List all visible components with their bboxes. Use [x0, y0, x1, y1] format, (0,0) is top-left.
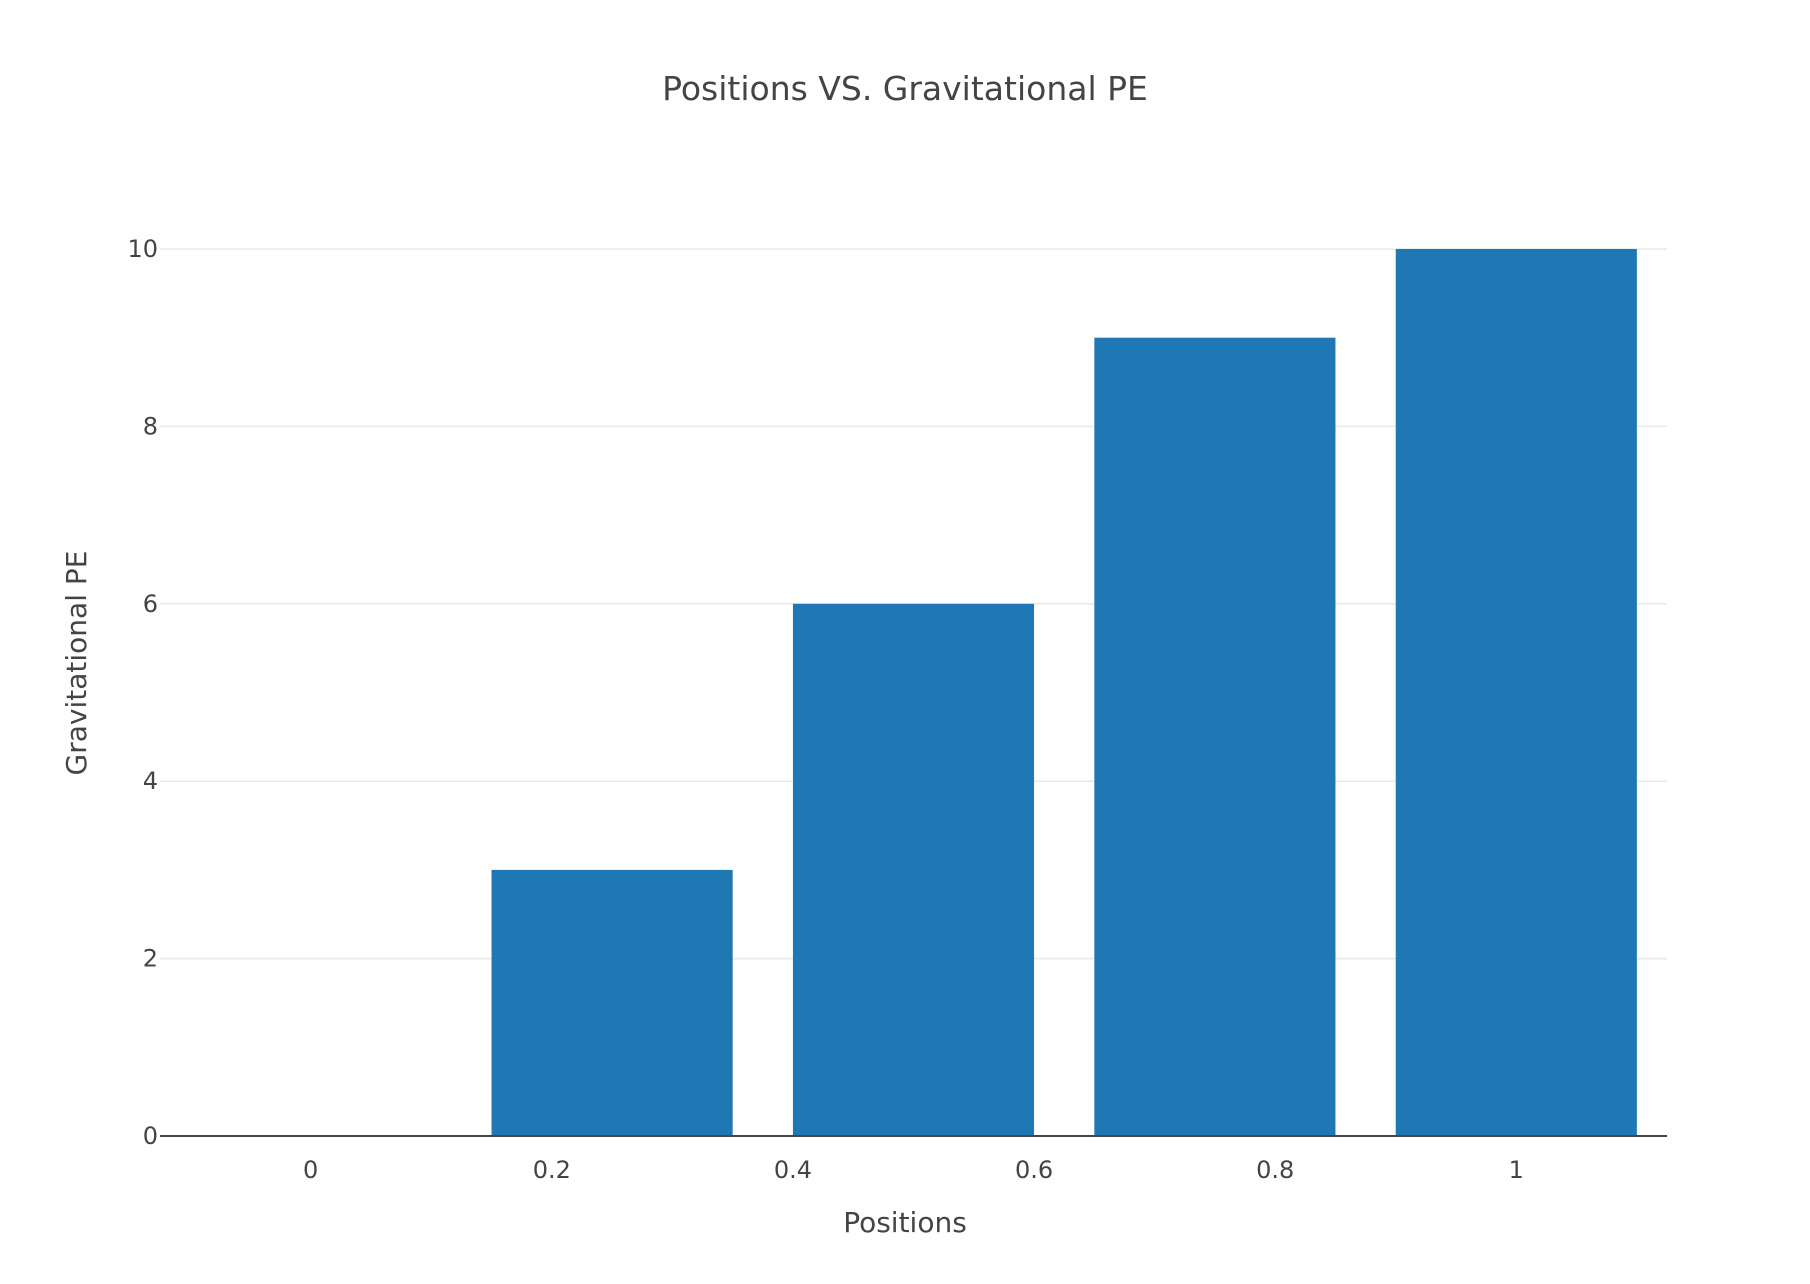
y-tick-label: 6: [143, 590, 158, 618]
y-tick-label: 8: [143, 412, 158, 440]
x-tick-label: 0: [303, 1156, 318, 1184]
bar: [1395, 249, 1637, 1136]
x-axis-title: Positions: [843, 1206, 967, 1239]
x-tick-label: 0.8: [1256, 1156, 1294, 1184]
y-axis-title: Gravitational PE: [60, 551, 93, 776]
x-tick-label: 0.4: [774, 1156, 812, 1184]
bar: [491, 869, 733, 1136]
y-tick-label: 10: [127, 235, 158, 263]
y-tick-labels: 0 2 4 6 8 10: [127, 235, 158, 1150]
bar: [1094, 337, 1336, 1136]
x-tick-label: 0.6: [1015, 1156, 1053, 1184]
x-tick-labels: 0 0.2 0.4 0.6 0.8 1: [303, 1156, 1524, 1184]
chart-title: Positions VS. Gravitational PE: [662, 69, 1148, 108]
x-tick-label: 0.2: [533, 1156, 571, 1184]
bars: [491, 249, 1637, 1136]
y-tick-label: 4: [143, 767, 158, 795]
y-tick-label: 0: [143, 1122, 158, 1150]
x-tick-label: 1: [1509, 1156, 1524, 1184]
bar: [792, 603, 1035, 1136]
y-tick-label: 2: [143, 945, 158, 973]
